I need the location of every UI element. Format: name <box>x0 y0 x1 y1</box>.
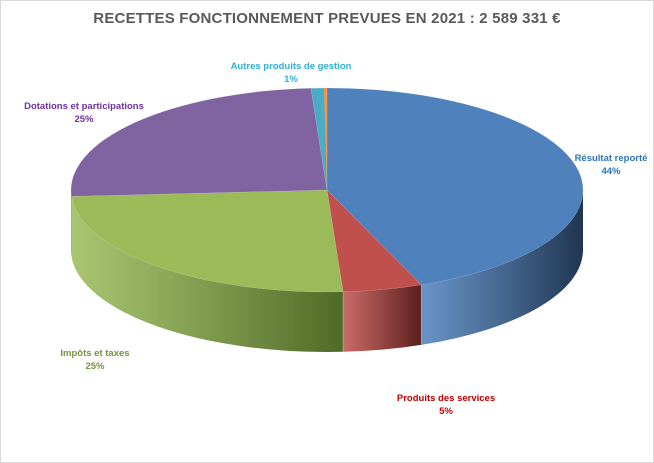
pie-slice-impots-et-taxes <box>71 189 344 293</box>
label-name: Dotations et participations <box>24 101 144 112</box>
label-pct: 25% <box>85 361 105 372</box>
pie-slices <box>70 87 584 293</box>
label-name: Autres produits de gestion <box>230 61 352 72</box>
label-name: Résultat reporté <box>574 153 648 164</box>
label-pct: 1% <box>284 74 298 85</box>
pie-side-walls <box>71 190 584 353</box>
pie-slice-dotations-et-participations <box>70 87 328 197</box>
label-pct: 5% <box>439 406 453 417</box>
pie-side-0 <box>421 190 584 345</box>
pie-slice-autres-produits-de-gestion <box>310 87 328 191</box>
pie-slice-produits-des-services <box>326 189 422 293</box>
pie-slice-resultat-reporte <box>326 87 584 286</box>
pie-side-3 <box>71 190 72 257</box>
label-produits-des-services: Produits des services 5% <box>381 392 511 418</box>
pie-slice-sliver <box>323 88 327 190</box>
pie-side-1 <box>343 284 422 352</box>
label-name: Impôts et taxes <box>60 348 130 359</box>
label-pct: 44% <box>601 166 621 177</box>
label-name: Produits des services <box>396 393 496 404</box>
pie-side-2 <box>71 196 344 353</box>
label-dotations-et-participations: Dotations et participations 25% <box>14 100 154 126</box>
label-resultat-reporte: Résultat reporté 44% <box>556 152 654 178</box>
label-autres-produits-de-gestion: Autres produits de gestion 1% <box>221 60 361 86</box>
label-pct: 25% <box>74 114 94 125</box>
chart-title: RECETTES FONCTIONNEMENT PREVUES EN 2021 … <box>93 10 561 27</box>
label-impots-et-taxes: Impôts et taxes 25% <box>40 347 150 373</box>
